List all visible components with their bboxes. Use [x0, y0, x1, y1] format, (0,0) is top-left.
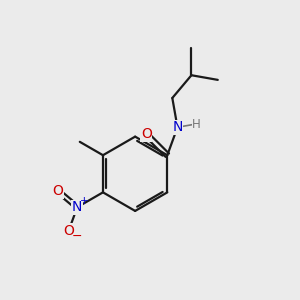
Text: N: N: [72, 200, 83, 214]
Text: O: O: [63, 224, 74, 238]
Text: O: O: [141, 127, 152, 141]
Text: H: H: [192, 118, 201, 131]
Text: −: −: [72, 230, 82, 243]
Text: +: +: [80, 196, 89, 206]
Text: N: N: [172, 120, 183, 134]
Text: O: O: [52, 184, 63, 198]
